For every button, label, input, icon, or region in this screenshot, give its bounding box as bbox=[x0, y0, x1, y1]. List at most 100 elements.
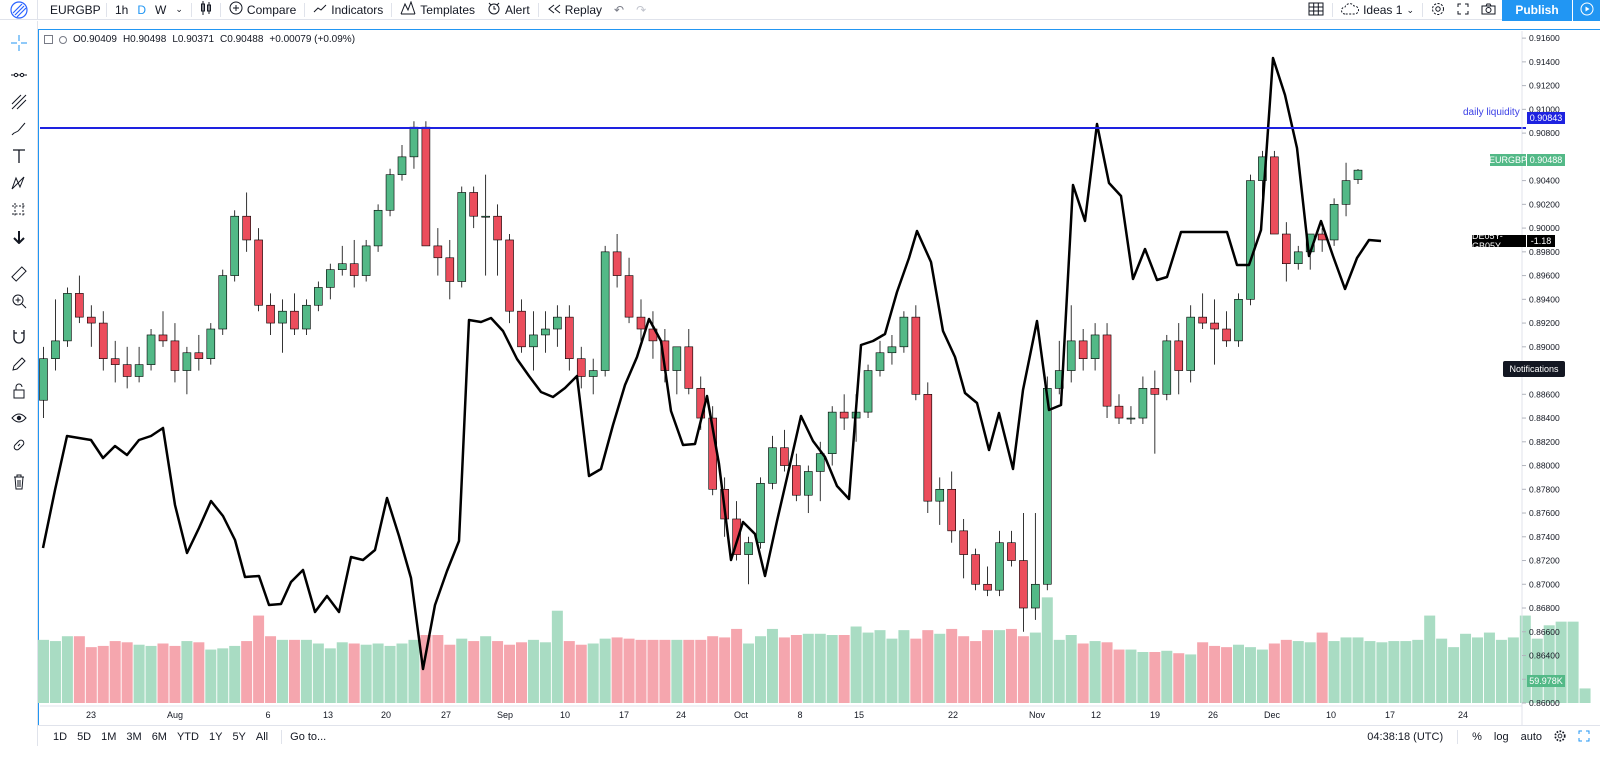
lock-tool[interactable] bbox=[8, 382, 30, 404]
magnet-tool[interactable] bbox=[8, 328, 30, 350]
auto-toggle[interactable]: auto bbox=[1520, 731, 1542, 743]
compare-button[interactable]: Compare bbox=[223, 0, 302, 20]
settings-button[interactable] bbox=[1425, 0, 1451, 20]
pattern-tool[interactable] bbox=[8, 174, 30, 196]
tradingview-logo-icon[interactable] bbox=[0, 0, 38, 20]
link-tool[interactable] bbox=[8, 436, 30, 458]
spread-overlay bbox=[41, 56, 1382, 671]
candle-body bbox=[1293, 251, 1303, 265]
percent-toggle[interactable]: % bbox=[1472, 731, 1482, 743]
range-5y[interactable]: 5Y bbox=[232, 730, 246, 743]
price-tick-label: 0.87600 bbox=[1529, 508, 1560, 518]
time-tick-label: Oct bbox=[734, 710, 749, 720]
trend-line-tool[interactable] bbox=[8, 64, 30, 86]
brush-icon bbox=[11, 121, 27, 142]
volume-bar bbox=[683, 639, 695, 703]
visibility-tool[interactable] bbox=[8, 409, 30, 431]
undo-button[interactable]: ↶ bbox=[608, 0, 630, 20]
candle-body bbox=[1329, 204, 1339, 241]
prediction-tool[interactable] bbox=[8, 201, 30, 223]
log-toggle[interactable]: log bbox=[1493, 731, 1509, 743]
ideas-label: Ideas 1 bbox=[1363, 3, 1403, 17]
candle-body bbox=[421, 126, 431, 247]
snapshot-button[interactable] bbox=[1475, 0, 1502, 20]
range-6m[interactable]: 6M bbox=[151, 730, 167, 743]
crosshair-tool[interactable] bbox=[8, 34, 30, 56]
text-tool[interactable] bbox=[8, 147, 30, 169]
volume-bar bbox=[1388, 641, 1400, 703]
templates-button[interactable]: Templates bbox=[394, 0, 481, 20]
fib-tool[interactable] bbox=[8, 93, 30, 115]
stay-drawing-tool[interactable] bbox=[8, 355, 30, 377]
candle-body bbox=[1138, 388, 1148, 419]
candle-body bbox=[98, 322, 108, 359]
arrow-tool[interactable] bbox=[8, 228, 30, 250]
range-1y[interactable]: 1Y bbox=[208, 730, 223, 743]
expand-icon[interactable] bbox=[1578, 730, 1590, 745]
volume-bar bbox=[958, 636, 970, 703]
volume-bar bbox=[420, 635, 432, 703]
goto-button[interactable]: Go to... bbox=[290, 730, 327, 743]
collapse-legend-icon[interactable] bbox=[44, 35, 53, 44]
candle-body bbox=[959, 530, 968, 555]
range-all[interactable]: All bbox=[255, 730, 269, 743]
candles-icon bbox=[200, 1, 212, 18]
candle-body bbox=[457, 192, 467, 282]
candle-body bbox=[146, 334, 156, 365]
interval-w[interactable]: W bbox=[155, 2, 167, 17]
interval-1h[interactable]: 1h bbox=[115, 2, 129, 17]
notifications-button[interactable]: Notifications bbox=[1503, 361, 1565, 377]
ideas-button[interactable]: Ideas 1 ⌄ bbox=[1335, 0, 1420, 20]
time-tick-label: 17 bbox=[619, 710, 629, 720]
volume-bar bbox=[217, 648, 229, 703]
volume-bar bbox=[1460, 633, 1472, 703]
range-ytd[interactable]: YTD bbox=[176, 730, 199, 743]
volume-bar bbox=[169, 645, 181, 703]
zoom-tool[interactable] bbox=[8, 292, 30, 314]
remove-drawings-tool[interactable] bbox=[8, 473, 30, 495]
price-tick-label: 0.87200 bbox=[1529, 556, 1560, 566]
volume-bar bbox=[1292, 641, 1304, 703]
clock-time[interactable]: 04:38:18 (UTC) bbox=[1367, 731, 1444, 743]
legend-low: L0.90371 bbox=[172, 34, 215, 45]
volume-bar bbox=[946, 628, 958, 703]
range-3m[interactable]: 3M bbox=[126, 730, 142, 743]
measure-tool[interactable] bbox=[8, 265, 30, 287]
volume-bar bbox=[1280, 639, 1292, 703]
layout-button[interactable] bbox=[1302, 0, 1330, 20]
redo-button[interactable]: ↷ bbox=[630, 0, 652, 20]
spread-value-tag: -1.18 bbox=[1527, 235, 1555, 247]
candle-body bbox=[576, 358, 586, 377]
symbol-search[interactable]: EURGBP bbox=[50, 2, 101, 17]
chart-type-button[interactable] bbox=[194, 0, 218, 20]
indicators-button[interactable]: Indicators bbox=[307, 0, 389, 20]
candle-body bbox=[1162, 340, 1172, 395]
interval-group: 1h D W ⌄ bbox=[109, 0, 189, 20]
play-button[interactable] bbox=[1572, 0, 1600, 21]
interval-d[interactable]: D bbox=[137, 2, 147, 17]
price-tick-label: 0.87400 bbox=[1529, 532, 1560, 542]
publish-button[interactable]: Publish bbox=[1502, 0, 1572, 21]
candle-body bbox=[194, 352, 204, 359]
volume-bar bbox=[1472, 637, 1483, 703]
candle-body bbox=[325, 269, 335, 288]
time-tick-label: 10 bbox=[560, 710, 570, 720]
gear-icon[interactable] bbox=[1554, 729, 1566, 745]
candle-body bbox=[672, 346, 682, 371]
chevron-down-icon[interactable]: ⌄ bbox=[175, 4, 183, 14]
alert-button[interactable]: Alert bbox=[481, 0, 536, 20]
brush-tool[interactable] bbox=[8, 120, 30, 142]
volume-bar bbox=[623, 638, 635, 703]
zoom-in-icon bbox=[11, 293, 27, 314]
candle-body bbox=[529, 334, 538, 348]
range-1m[interactable]: 1M bbox=[101, 730, 117, 743]
range-1d[interactable]: 1D bbox=[53, 730, 68, 743]
candle-body bbox=[1198, 316, 1207, 324]
candle-body bbox=[409, 126, 419, 158]
range-5d[interactable]: 5D bbox=[77, 730, 92, 743]
price-tick-label: 0.86800 bbox=[1529, 603, 1560, 613]
replay-button[interactable]: Replay bbox=[541, 0, 608, 20]
candle-body bbox=[385, 174, 395, 211]
fullscreen-button[interactable] bbox=[1451, 0, 1475, 20]
